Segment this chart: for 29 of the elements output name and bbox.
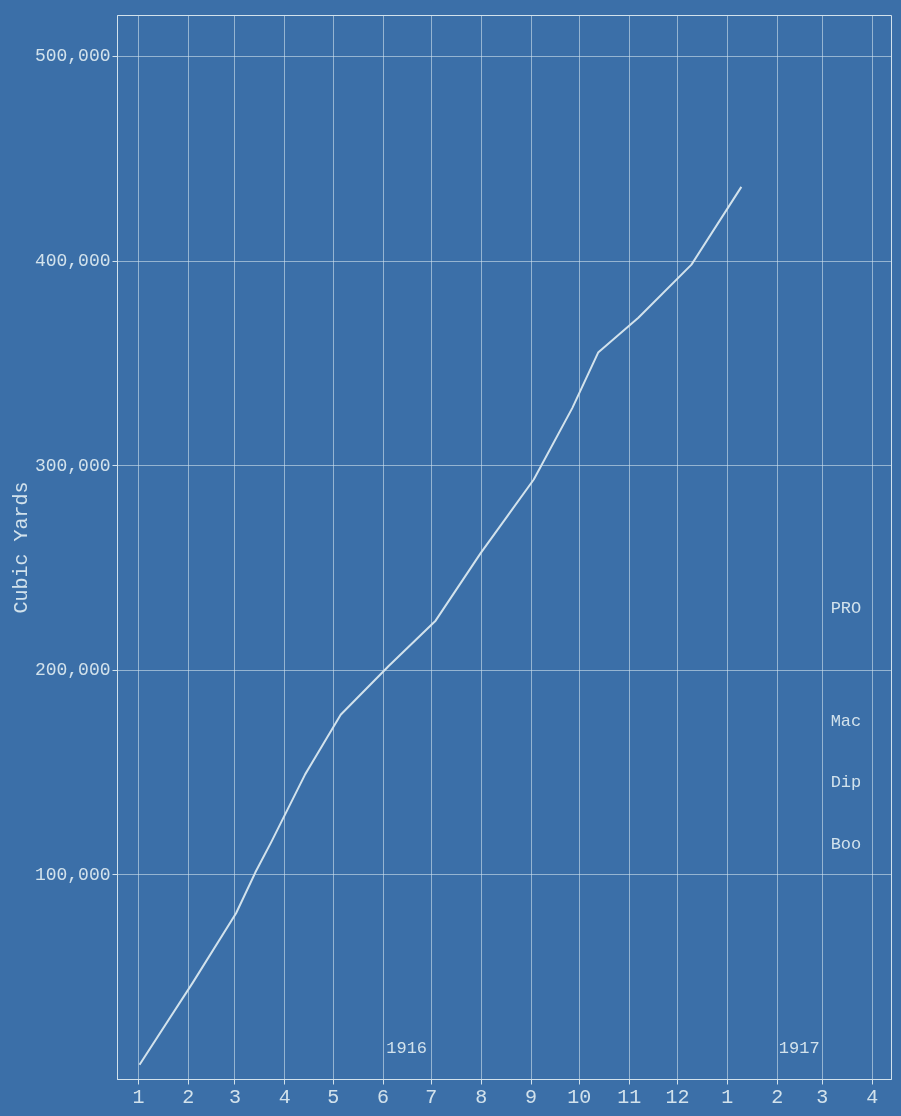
y-tick-label: 400,000: [34, 251, 111, 272]
x-tick-label: 9: [525, 1085, 538, 1109]
x-tick-label: 3: [228, 1085, 241, 1109]
annotation: Mac: [830, 711, 862, 731]
x-tick-label: 5: [327, 1085, 340, 1109]
x-tick-label: 1: [132, 1085, 145, 1109]
y-tick-label: 300,000: [34, 455, 111, 476]
x-tick-label: 10: [567, 1085, 592, 1109]
x-tick-label: 6: [377, 1085, 390, 1109]
x-tick-label: 11: [617, 1085, 642, 1109]
line-series: [138, 185, 743, 1066]
y-tick-label: 500,000: [34, 46, 111, 67]
x-tick-label: 2: [771, 1085, 784, 1109]
y-tick-label: 100,000: [34, 864, 111, 885]
annotation: Dip: [830, 773, 862, 793]
annotation: PRO: [830, 599, 862, 619]
x-tick-label: 4: [278, 1085, 291, 1109]
annotation: 1917: [778, 1039, 820, 1059]
x-tick-label: 4: [866, 1085, 879, 1109]
x-tick-label: 12: [665, 1085, 690, 1109]
annotation: 1916: [386, 1039, 428, 1059]
x-tick-label: 7: [425, 1085, 438, 1109]
x-tick-label: 2: [182, 1085, 195, 1109]
y-tick-label: 200,000: [34, 660, 111, 681]
x-tick-label: 1: [721, 1085, 734, 1109]
annotation: Boo: [830, 834, 862, 854]
x-tick-label: 3: [816, 1085, 829, 1109]
x-tick-label: 8: [475, 1085, 488, 1109]
y-axis-title: Cubic Yards: [9, 481, 33, 614]
